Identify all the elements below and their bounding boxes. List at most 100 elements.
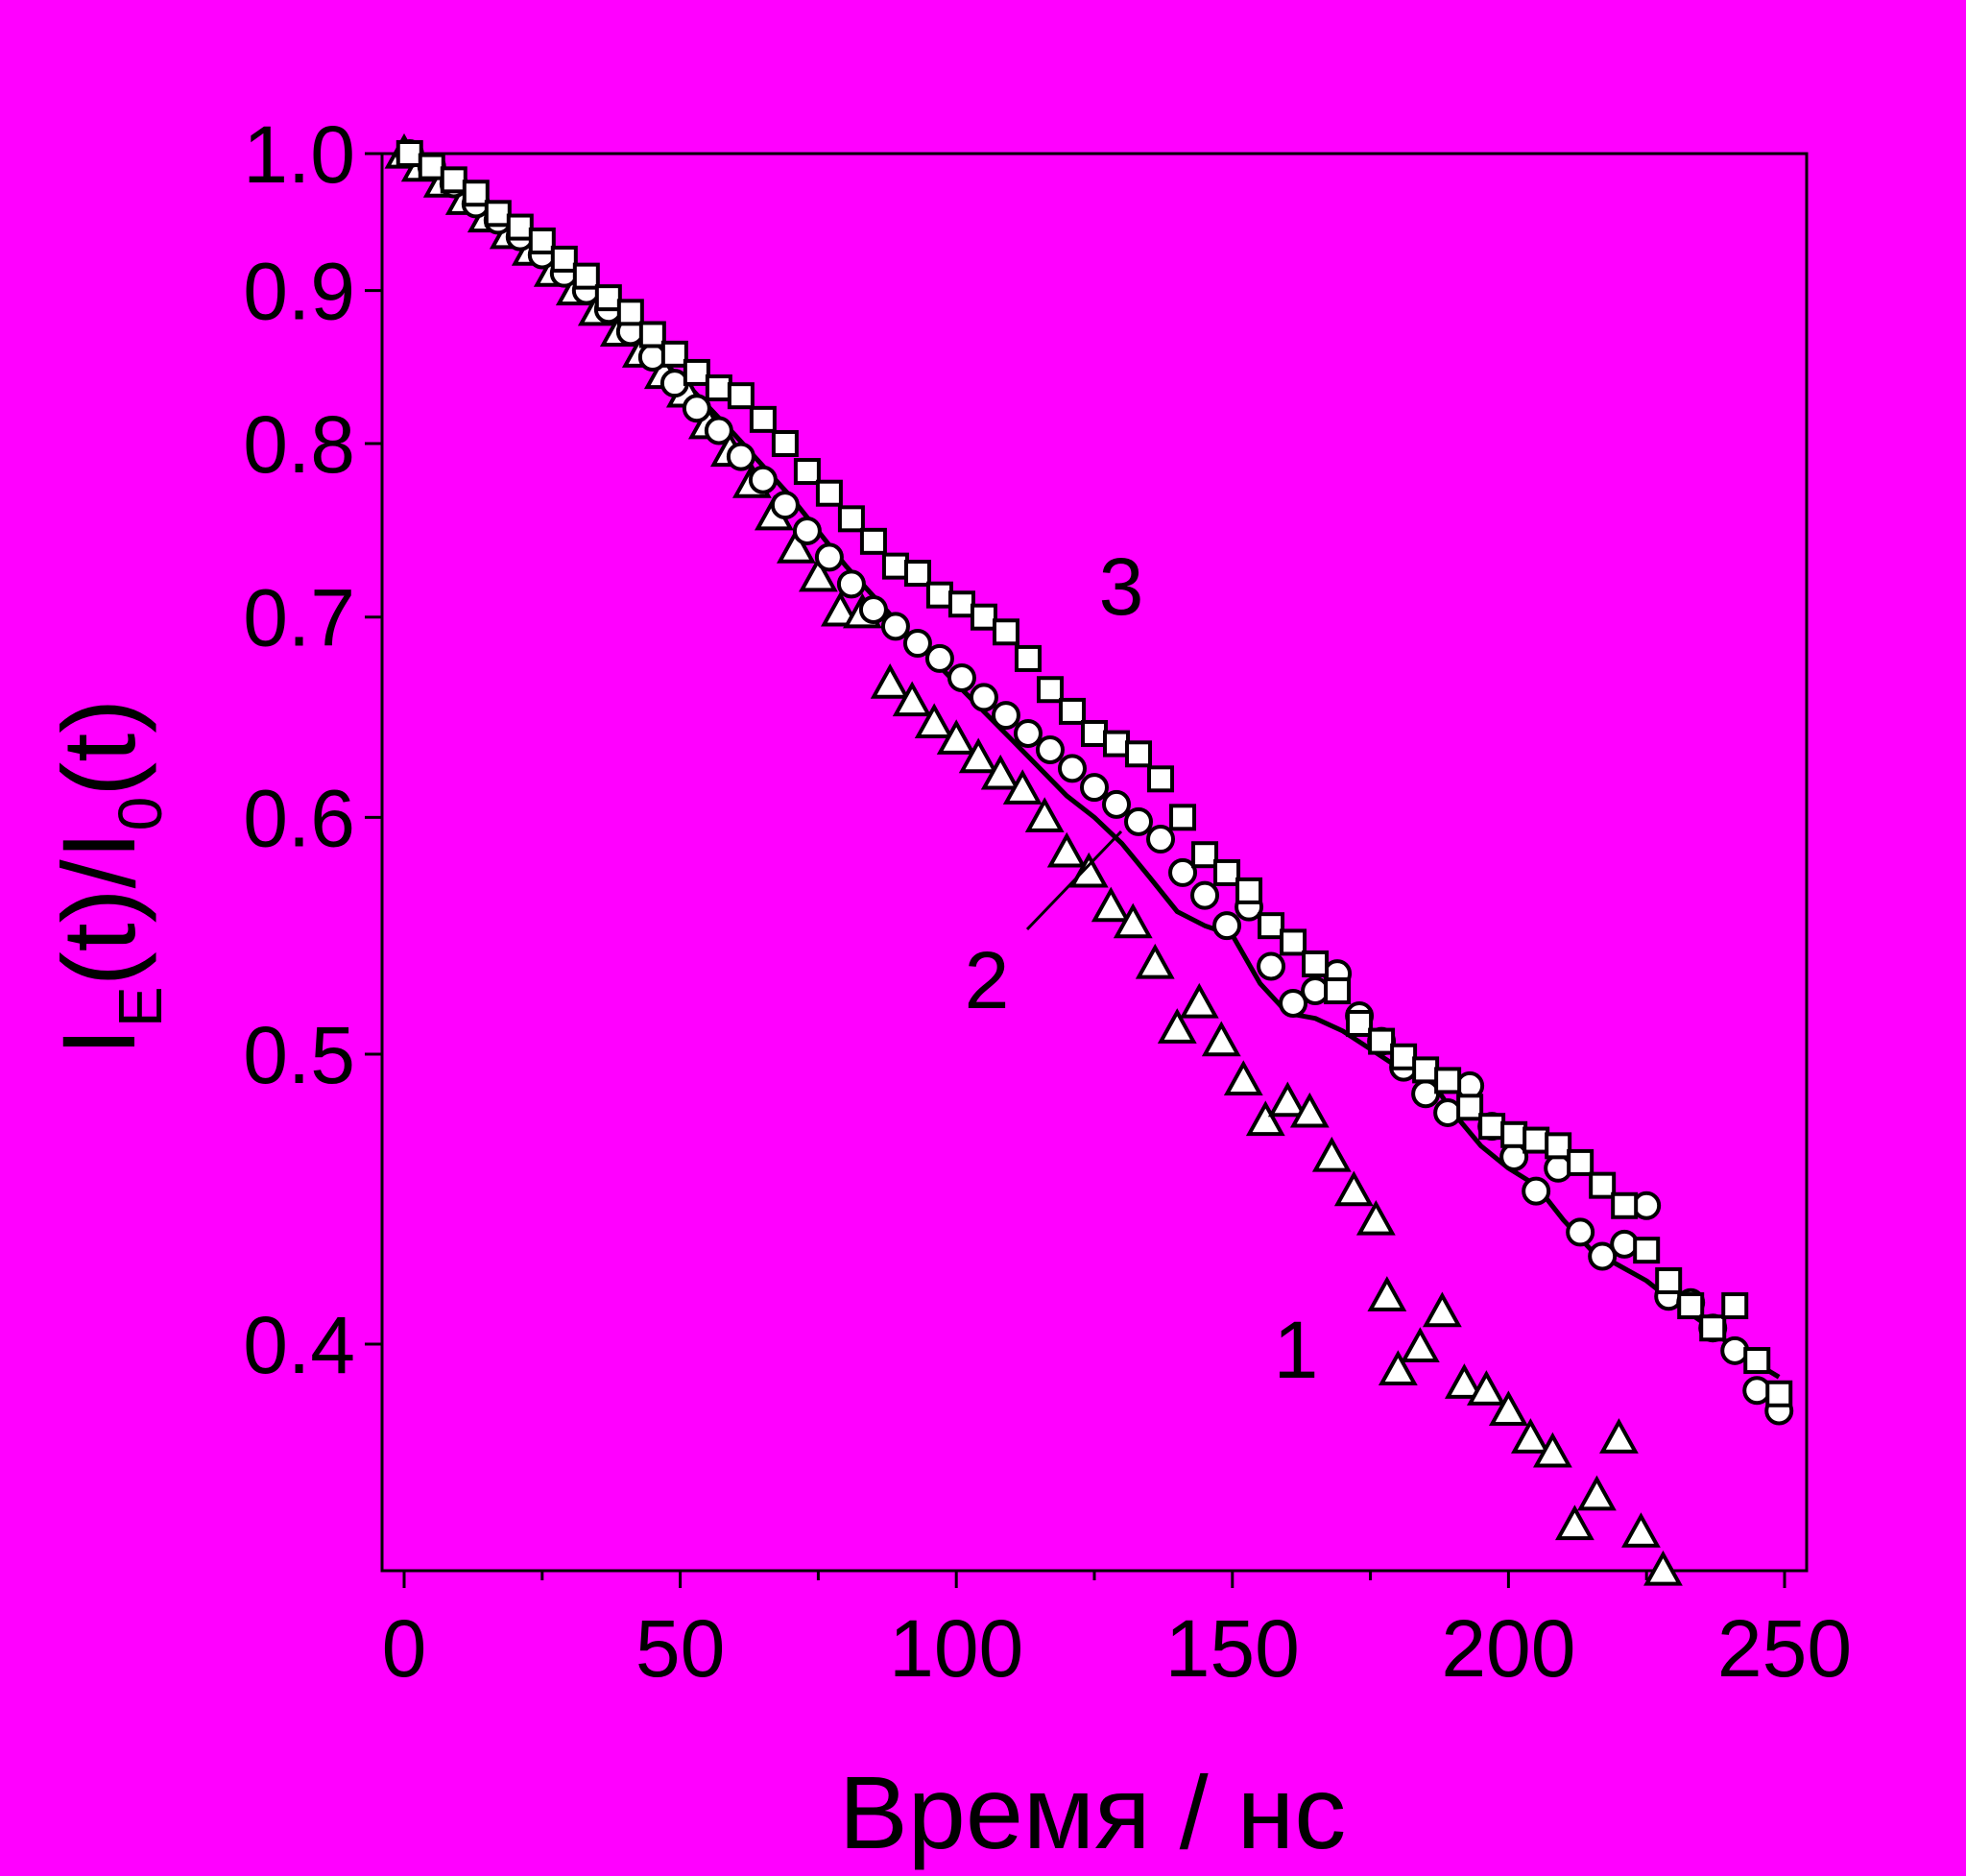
square-marker	[1522, 1126, 1550, 1154]
square-marker	[1545, 1132, 1572, 1160]
triangle-marker	[821, 590, 860, 627]
square-marker	[462, 180, 490, 207]
square-marker	[1346, 1009, 1374, 1037]
circle-marker	[748, 465, 778, 494]
square-marker	[528, 227, 556, 254]
square-marker	[970, 603, 997, 631]
square-marker	[1302, 950, 1330, 977]
square-marker	[1655, 1267, 1683, 1295]
triangle-marker	[1599, 1418, 1639, 1454]
circle-marker	[1080, 773, 1109, 803]
triangle-marker	[1091, 886, 1131, 923]
square-marker	[727, 382, 755, 410]
circle-marker	[1146, 825, 1176, 854]
triangle-marker	[776, 528, 816, 564]
triangle-marker	[892, 681, 932, 717]
y-label-tail: (t)	[40, 699, 156, 797]
y-tick-label: 0.8	[243, 399, 355, 490]
square-marker	[594, 284, 622, 312]
circle-marker	[836, 569, 866, 599]
square-marker	[1721, 1292, 1749, 1320]
circle-marker	[1013, 718, 1043, 748]
x-tick-label: 0	[382, 1603, 427, 1694]
x-tick-label: 200	[1441, 1603, 1575, 1694]
circle-marker	[1035, 734, 1065, 764]
triangle-marker	[1046, 831, 1087, 868]
x-tick-label: 100	[889, 1603, 1023, 1694]
y-tick-label: 1.0	[243, 109, 355, 200]
y-tick-label: 0.7	[243, 573, 355, 663]
triangle-marker	[1511, 1418, 1550, 1454]
circle-marker	[880, 612, 910, 641]
square-marker	[1611, 1191, 1639, 1219]
square-marker	[506, 213, 534, 241]
triangle-marker	[1378, 1350, 1418, 1385]
circle-marker	[682, 394, 711, 423]
curve-label-3: 3	[1099, 541, 1144, 632]
square-marker	[1147, 765, 1175, 793]
axis-ticks	[365, 152, 1786, 1588]
square-marker	[1125, 740, 1153, 768]
marker-layer	[384, 132, 1794, 1586]
triangle-marker	[1068, 852, 1109, 888]
triangle-marker	[936, 719, 976, 755]
square-marker	[1258, 912, 1285, 940]
triangle-marker	[1444, 1363, 1484, 1399]
square-marker	[1412, 1056, 1440, 1084]
circle-marker	[1190, 880, 1220, 910]
circle-marker	[1566, 1217, 1595, 1247]
triangle-marker	[1533, 1431, 1572, 1468]
triangle-marker	[1355, 1199, 1396, 1236]
square-marker	[550, 245, 578, 273]
y-tick-label: 0.6	[243, 773, 355, 863]
curve-label-2: 2	[965, 935, 1010, 1025]
square-marker	[749, 405, 777, 433]
square-marker	[1191, 841, 1219, 869]
triangle-marker	[1311, 1136, 1352, 1172]
y-axis-label: IE(t)/I0(t)	[40, 699, 175, 1056]
square-marker	[1699, 1314, 1727, 1342]
x-tick-label: 250	[1717, 1603, 1852, 1694]
square-marker	[418, 153, 445, 180]
circle-marker	[1124, 806, 1154, 836]
circle-marker	[792, 516, 822, 545]
circle-marker	[969, 683, 998, 712]
square-marker	[1324, 977, 1352, 1005]
circle-marker	[902, 629, 932, 659]
square-marker	[1456, 1094, 1484, 1121]
circle-marker	[1102, 789, 1132, 819]
square-marker	[484, 200, 512, 228]
circle-marker	[858, 594, 888, 624]
square-marker	[815, 479, 843, 507]
square-marker	[1633, 1237, 1661, 1264]
tick-label-layer: 0 50 100 150 200 250 0.4 0.5 0.6 0.7 0.8 0.9 1.0	[243, 109, 1852, 1694]
square-marker	[837, 505, 865, 533]
y-tick-label: 0.5	[243, 1010, 355, 1100]
square-marker	[859, 527, 887, 555]
triangle-marker	[1422, 1291, 1462, 1328]
square-marker	[1677, 1292, 1705, 1320]
triangle-marker	[1577, 1475, 1617, 1511]
square-marker	[440, 166, 468, 194]
triangle-marker	[1113, 902, 1153, 939]
triangle-marker	[1179, 982, 1219, 1019]
square-marker	[1058, 697, 1086, 725]
triangle-marker	[1400, 1327, 1440, 1363]
x-tick-label: 50	[635, 1603, 725, 1694]
square-marker	[992, 618, 1019, 646]
circle-marker	[1212, 911, 1242, 941]
triangle-marker	[958, 737, 998, 774]
triangle-marker	[1002, 769, 1043, 805]
x-axis-label: Время / нс	[839, 1754, 1347, 1870]
square-marker	[638, 321, 666, 349]
triangle-marker	[1333, 1170, 1374, 1207]
triangle-marker	[1488, 1390, 1528, 1427]
y-label-sub-1: E	[106, 986, 175, 1027]
square-marker	[1036, 676, 1064, 704]
square-marker	[1500, 1120, 1528, 1148]
x-tick-label: 150	[1165, 1603, 1300, 1694]
square-marker	[1235, 877, 1263, 904]
y-tick-label: 0.9	[243, 247, 355, 337]
circle-marker	[1522, 1176, 1551, 1206]
